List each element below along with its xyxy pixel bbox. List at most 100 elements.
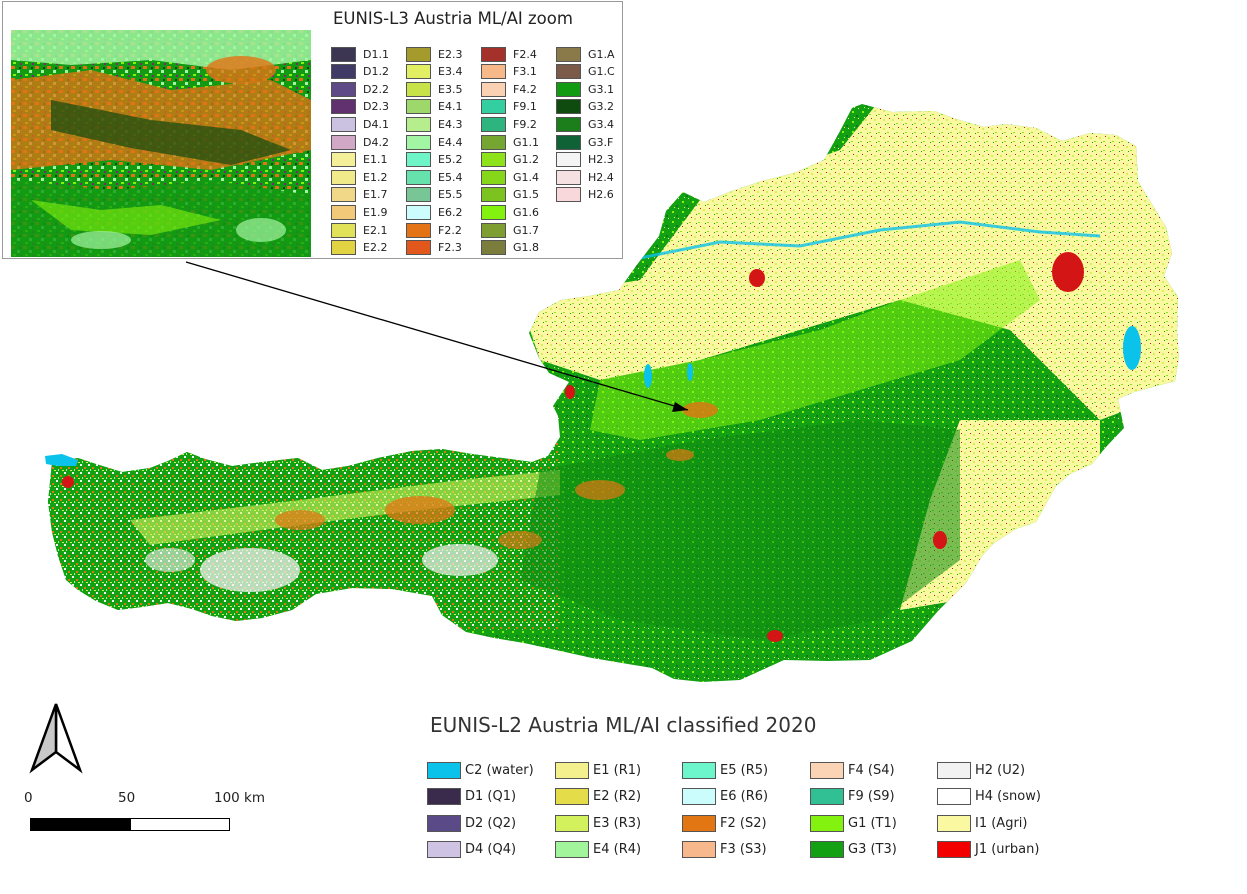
- legend-label: G1.5: [513, 188, 540, 202]
- main-legend-item: J1 (urban): [937, 840, 1039, 860]
- inset-legend-item: E2.2: [331, 239, 387, 257]
- legend-label: E4.4: [438, 135, 463, 149]
- inset-legend-item: G1.5: [481, 186, 539, 204]
- legend-label: E1.1: [363, 153, 388, 167]
- main-legend-item: E6 (R6): [682, 787, 768, 807]
- scale-bar-white-segment: [131, 819, 229, 830]
- inset-legend-item: H2.3: [556, 151, 614, 169]
- main-legend-item: H2 (U2): [937, 760, 1025, 780]
- legend-label: E4.1: [438, 100, 463, 114]
- inset-legend-item: G3.2: [556, 98, 614, 116]
- legend-label: E2.2: [363, 241, 388, 255]
- legend-label: E5.5: [438, 188, 463, 202]
- legend-swatch: [556, 81, 581, 97]
- inset-legend-item: D1.2: [331, 63, 389, 81]
- legend-swatch: [556, 116, 581, 132]
- inset-legend-item: E2.1: [331, 221, 387, 239]
- inset-legend-item: H2.6: [556, 186, 614, 204]
- legend-label: E3.4: [438, 65, 463, 79]
- legend-swatch: [682, 761, 716, 779]
- legend-label: F4 (S4): [848, 762, 895, 778]
- legend-label: G1.7: [513, 223, 540, 237]
- legend-swatch: [556, 152, 581, 168]
- inset-legend-item: H2.4: [556, 168, 614, 186]
- inset-legend-item: G3.1: [556, 80, 614, 98]
- legend-label: G3.F: [588, 135, 614, 149]
- main-legend-item: E1 (R1): [555, 760, 641, 780]
- legend-swatch: [331, 187, 356, 203]
- legend-swatch: [481, 116, 506, 132]
- inset-legend-item: F2.3: [406, 239, 462, 257]
- legend-swatch: [556, 64, 581, 80]
- legend-label: F3.1: [513, 65, 537, 79]
- legend-label: F4.2: [513, 82, 537, 96]
- legend-label: E5 (R5): [720, 762, 769, 778]
- legend-label: J1 (urban): [975, 842, 1040, 857]
- legend-label: E2 (R2): [593, 789, 642, 804]
- legend-label: G1 (T1): [848, 815, 897, 831]
- legend-swatch: [331, 99, 356, 115]
- legend-swatch: [331, 152, 356, 168]
- legend-swatch: [810, 761, 844, 779]
- inset-legend-item: E5.5: [406, 186, 462, 204]
- legend-swatch: [406, 240, 431, 256]
- legend-swatch: [481, 240, 506, 256]
- legend-swatch: [556, 46, 581, 62]
- legend-swatch: [331, 134, 356, 150]
- main-legend-item: E2 (R2): [555, 787, 641, 807]
- legend-swatch: [481, 204, 506, 220]
- legend-label: F9 (S9): [848, 789, 895, 804]
- inset-legend-item: E2.3: [406, 45, 462, 63]
- legend-label: D2.3: [363, 100, 389, 114]
- inset-legend-item: G1.7: [481, 221, 539, 239]
- legend-label: D1 (Q1): [465, 789, 517, 804]
- legend-swatch: [427, 841, 461, 858]
- legend-swatch: [406, 204, 431, 220]
- north-arrow-icon: [29, 703, 83, 774]
- legend-swatch: [331, 169, 356, 185]
- legend-label: G1.A: [588, 47, 615, 61]
- legend-label: H2 (U2): [975, 762, 1026, 778]
- legend-label: E2.1: [363, 223, 388, 237]
- scale-bar: [30, 818, 230, 831]
- legend-label: G3.2: [588, 100, 615, 114]
- zoom-inset-image: [11, 30, 311, 257]
- main-legend-item: E5 (R5): [682, 760, 768, 780]
- inset-legend-item: E3.4: [406, 63, 462, 81]
- legend-swatch: [406, 81, 431, 97]
- legend-label: C2 (water): [465, 762, 534, 778]
- legend-swatch: [406, 99, 431, 115]
- legend-swatch: [481, 169, 506, 185]
- legend-swatch: [682, 788, 716, 805]
- legend-swatch: [331, 240, 356, 256]
- legend-swatch: [555, 814, 589, 832]
- legend-swatch: [427, 761, 461, 779]
- legend-swatch: [331, 46, 356, 62]
- zoom-inset-panel: EUNIS-L3 Austria ML/AI zoom D1.1 D1.2 D2.2…: [2, 1, 623, 259]
- legend-label: H2.3: [588, 153, 614, 167]
- main-legend-item: G3 (T3): [810, 840, 897, 860]
- legend-swatch: [331, 116, 356, 132]
- legend-label: E4 (R4): [593, 842, 642, 857]
- map-title: EUNIS-L2 Austria ML/AI classified 2020: [430, 713, 817, 737]
- main-legend-item: F4 (S4): [810, 760, 895, 780]
- legend-label: E3.5: [438, 82, 463, 96]
- scale-label-100: 100 km: [214, 790, 266, 806]
- main-legend-item: F2 (S2): [682, 813, 767, 833]
- legend-label: I1 (Agri): [975, 815, 1028, 831]
- legend-label: D4 (Q4): [465, 842, 517, 857]
- main-legend-item: G1 (T1): [810, 813, 897, 833]
- legend-label: G1.6: [513, 205, 540, 219]
- main-legend-item: D1 (Q1): [427, 787, 516, 807]
- main-legend-item: F3 (S3): [682, 840, 767, 860]
- legend-label: D4.1: [363, 117, 389, 131]
- inset-legend-item: G1.4: [481, 168, 539, 186]
- legend-label: F2 (S2): [720, 815, 767, 831]
- legend-label: G3.1: [588, 82, 615, 96]
- main-legend-item: E3 (R3): [555, 813, 641, 833]
- legend-swatch: [406, 169, 431, 185]
- inset-legend-item: G3.F: [556, 133, 613, 151]
- legend-label: F2.2: [438, 223, 462, 237]
- zoom-arrow-line: [185, 261, 689, 411]
- legend-swatch: [937, 761, 971, 779]
